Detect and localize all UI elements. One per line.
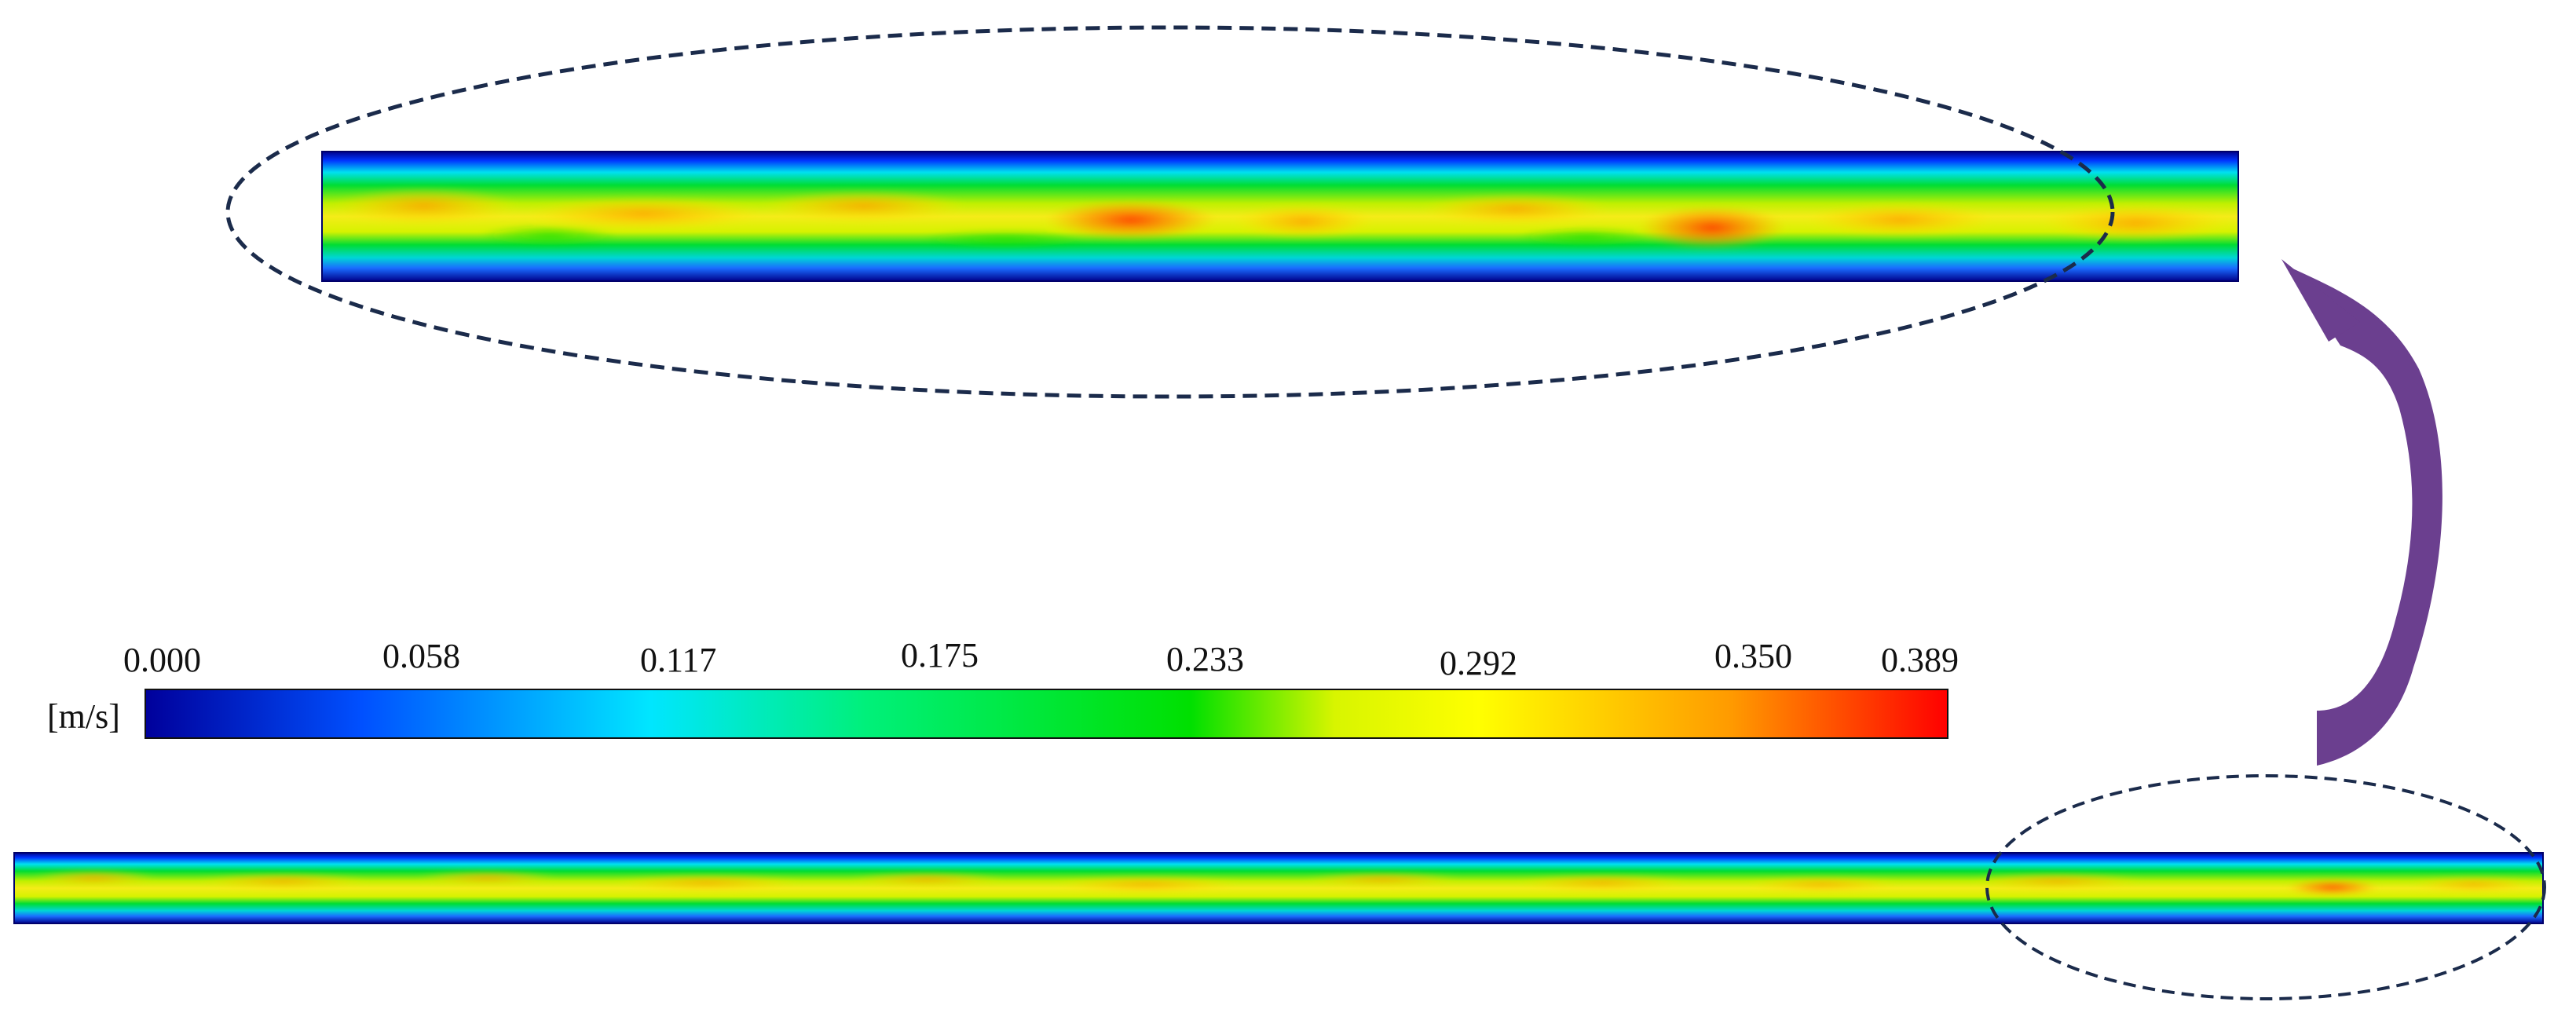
legend-color-bar — [145, 689, 1948, 739]
legend-tick-4: 0.233 — [1166, 640, 1244, 678]
zoom-arrow-head — [2281, 259, 2360, 342]
legend-tick-3: 0.175 — [901, 636, 979, 675]
legend-tick-2: 0.117 — [640, 641, 716, 679]
color-legend: 0.000 0.058 0.117 0.175 0.233 0.292 0.35… — [47, 636, 1959, 739]
zoomed-channel-contour — [321, 151, 2239, 282]
zoom-region-ellipse-bottom — [1985, 774, 2546, 1000]
legend-tick-5: 0.292 — [1440, 644, 1517, 682]
zoom-arrow — [2289, 267, 2442, 766]
legend-tick-1: 0.058 — [382, 637, 460, 675]
zoom-region-ellipse-top — [225, 25, 2115, 399]
legend-tick-0: 0.000 — [123, 641, 201, 679]
legend-tick-7: 0.389 — [1881, 641, 1959, 679]
legend-unit-label: [m/s] — [47, 697, 120, 736]
full-channel-contour — [13, 852, 2544, 924]
legend-tick-6: 0.350 — [1714, 637, 1792, 675]
